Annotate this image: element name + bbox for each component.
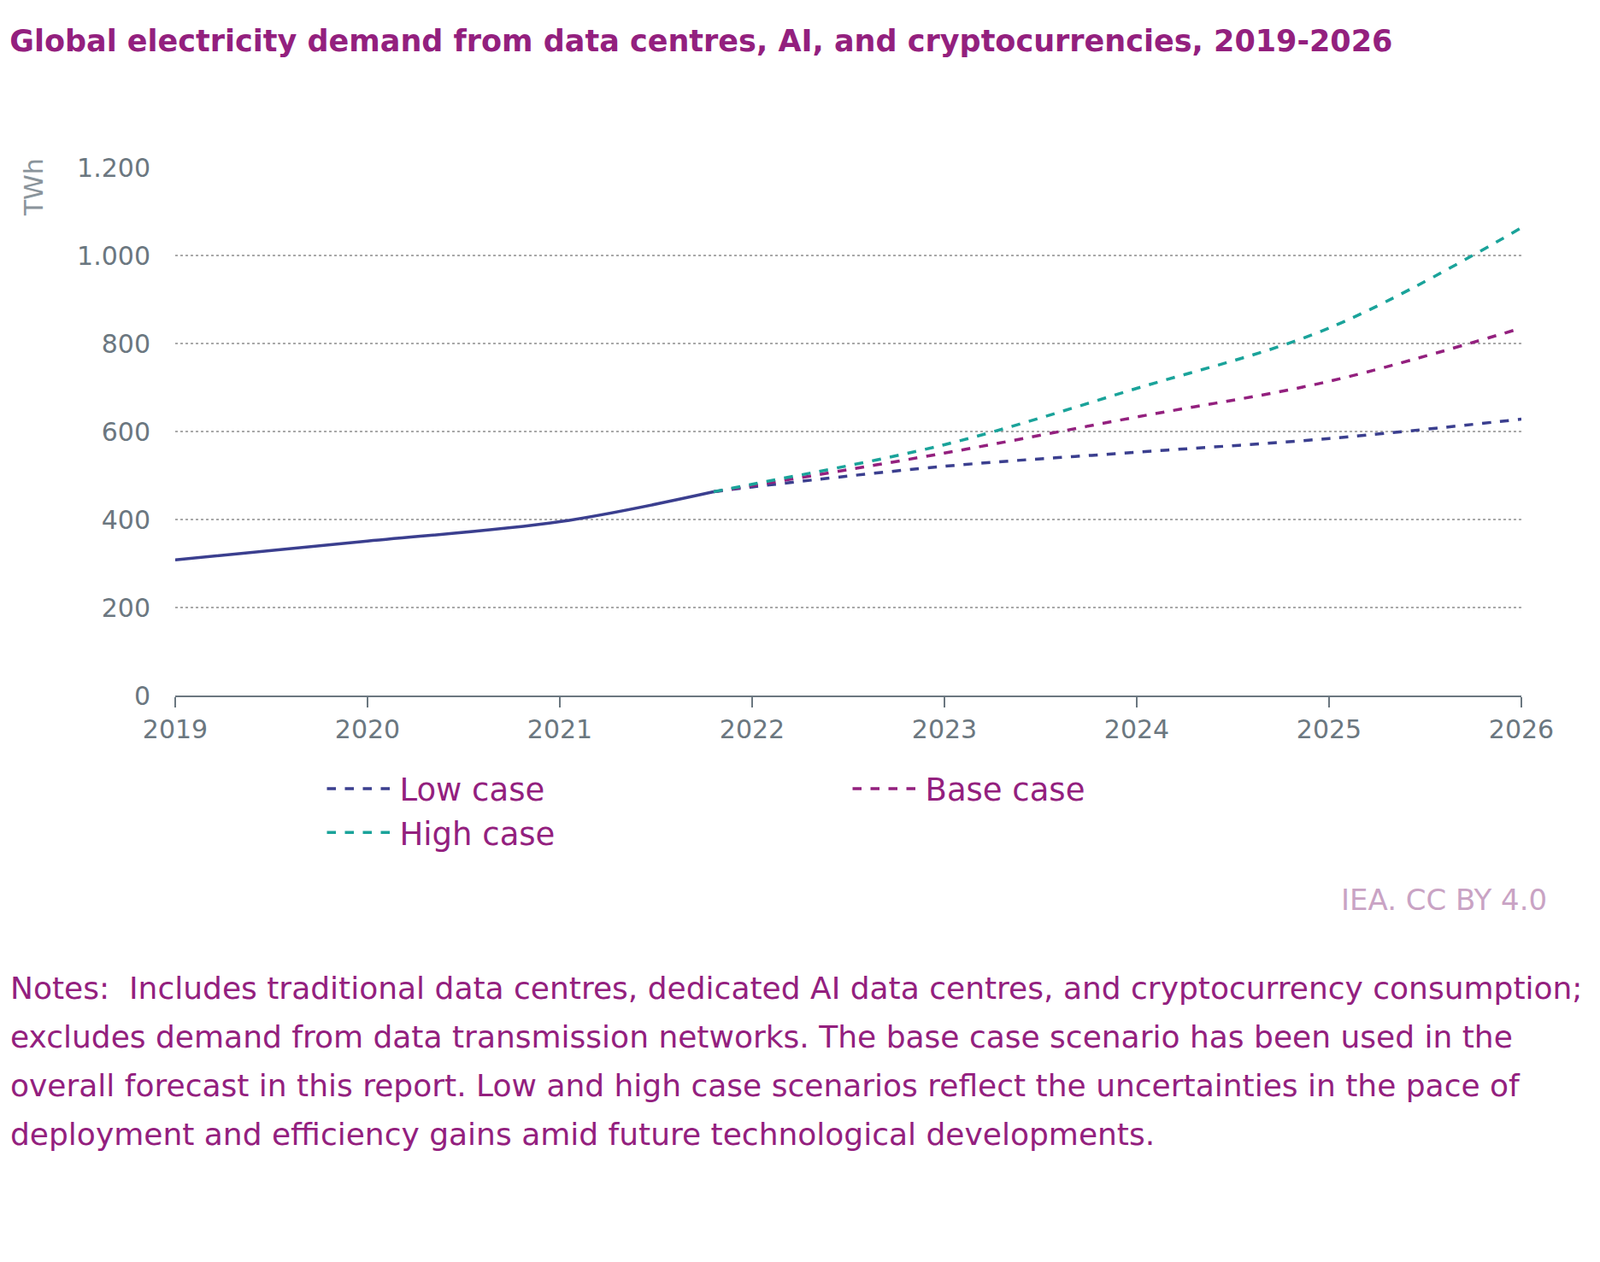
svg-text:2022: 2022 (719, 714, 785, 745)
svg-text:400: 400 (101, 505, 151, 536)
svg-text:1.200: 1.200 (76, 152, 151, 183)
svg-text:800: 800 (101, 329, 151, 359)
svg-text:Base case: Base case (925, 771, 1086, 809)
svg-text:2021: 2021 (527, 714, 593, 745)
html-text:Notes: Includes traditional da: Notes: Includes traditional data centres… (10, 970, 1593, 1153)
svg-text:2023: 2023 (911, 714, 977, 745)
svg-text:600: 600 (101, 417, 151, 448)
svg-text:TWh: TWh (18, 158, 49, 217)
svg-text:1.000: 1.000 (76, 241, 151, 271)
svg-text:2020: 2020 (335, 714, 400, 745)
svg-text:Low case: Low case (400, 771, 546, 809)
svg-text:2025: 2025 (1296, 714, 1362, 745)
svg-text:2019: 2019 (142, 714, 208, 745)
svg-text:High case: High case (400, 816, 556, 853)
svg-text:IEA. CC BY 4.0: IEA. CC BY 4.0 (1341, 882, 1548, 918)
svg-text:2024: 2024 (1104, 714, 1170, 745)
svg-text:Global electricity demand from: Global electricity demand from data cent… (9, 23, 1393, 59)
svg-text:0: 0 (134, 681, 151, 712)
svg-text:2026: 2026 (1488, 714, 1554, 745)
svg-text:200: 200 (101, 593, 151, 624)
